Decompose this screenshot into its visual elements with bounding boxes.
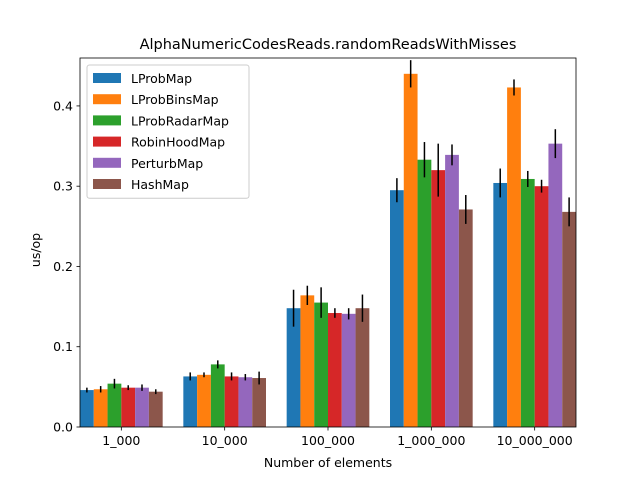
bar: [390, 190, 404, 427]
bar: [197, 374, 211, 427]
bar: [431, 170, 446, 427]
x-tick-label: 1_000_000: [397, 433, 465, 448]
legend-swatch: [93, 94, 121, 105]
bar: [445, 154, 459, 428]
legend-label: RobinHoodMap: [131, 135, 225, 150]
legend-label: PerturbMap: [131, 156, 203, 171]
legend-swatch: [93, 73, 121, 83]
bar: [183, 376, 198, 427]
bar: [80, 390, 94, 427]
legend-box: [86, 64, 250, 199]
y-tick-label: 0.1: [53, 339, 73, 354]
y-tick-label: 0.3: [53, 179, 73, 194]
x-tick-label: 100_000: [301, 433, 355, 448]
bar: [534, 186, 549, 427]
bar: [520, 178, 535, 427]
legend-swatch: [93, 115, 121, 126]
legend-swatch: [93, 157, 121, 168]
chart-title: AlphaNumericCodesReads.randomReadsWithMi…: [140, 37, 517, 53]
bar: [355, 308, 370, 427]
bar: [328, 313, 342, 427]
bar: [458, 209, 473, 427]
bar: [417, 159, 432, 427]
bar: [548, 143, 563, 427]
bar: [507, 87, 521, 428]
bar: [224, 376, 239, 427]
bar: [148, 391, 163, 427]
bar: [252, 378, 266, 427]
plot-area: 0.0 0.1 0.2 0.3 0.4 1_000 10_000 100_000 1_000_0…: [53, 57, 577, 448]
bar: [107, 383, 122, 427]
bar: [286, 308, 301, 427]
y-axis-label: us/op: [28, 233, 43, 267]
bar: [121, 387, 136, 427]
bar: [341, 313, 356, 427]
legend-swatch: [93, 136, 121, 147]
x-tick-label: 1_000: [102, 433, 140, 448]
bar: [493, 182, 508, 427]
y-tick-label: 0.2: [53, 259, 73, 274]
bar: [93, 389, 108, 427]
bar: [300, 295, 315, 427]
x-axis-label: Number of elements: [264, 455, 392, 470]
x-tick-label: 10_000: [202, 433, 248, 448]
legend-label: HashMap: [131, 177, 189, 192]
legend-label: LProbMap: [131, 71, 192, 86]
bar: [562, 211, 576, 427]
bar: [403, 73, 418, 427]
legend-label: LProbRadarMap: [131, 113, 229, 128]
bar: [210, 364, 225, 427]
legend: LProbMap LProbBinsMap LProbRadarMap RobinHo…: [86, 64, 250, 199]
legend-label: LProbBinsMap: [131, 92, 219, 107]
legend-swatch: [93, 179, 121, 189]
y-tick-label: 0.4: [53, 98, 73, 113]
y-tick-label: 0.0: [53, 420, 73, 435]
x-tick-label: 10_000_000: [497, 433, 573, 448]
bar: [314, 302, 328, 427]
bar: [135, 387, 149, 427]
bar: [238, 377, 253, 427]
